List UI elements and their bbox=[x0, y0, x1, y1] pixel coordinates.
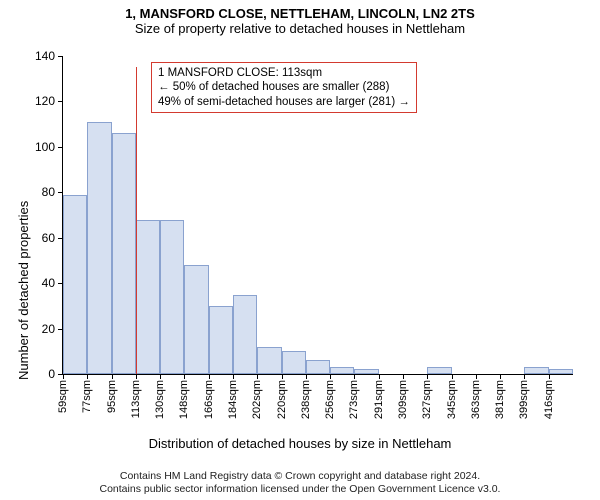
ytick-label: 120 bbox=[35, 94, 63, 108]
annotation-box: 1 MANSFORD CLOSE: 113sqm← 50% of detache… bbox=[151, 62, 417, 113]
histogram-bar bbox=[257, 347, 281, 374]
annotation-line: ← 50% of detached houses are smaller (28… bbox=[158, 80, 410, 94]
histogram-bar bbox=[160, 220, 184, 374]
histogram-bar bbox=[306, 360, 330, 374]
xtick-label: 256sqm bbox=[324, 374, 336, 419]
footer-line2: Contains public sector information licen… bbox=[100, 483, 501, 495]
marker-line bbox=[136, 67, 137, 374]
histogram-bar bbox=[209, 306, 233, 374]
xtick-label: 416sqm bbox=[543, 374, 555, 419]
histogram-bar bbox=[87, 122, 111, 374]
xtick-label: 399sqm bbox=[518, 374, 530, 419]
xtick-label: 202sqm bbox=[251, 374, 263, 419]
histogram-bar bbox=[330, 367, 354, 374]
xtick-label: 184sqm bbox=[227, 374, 239, 419]
histogram-bar bbox=[112, 133, 136, 374]
xtick-label: 273sqm bbox=[348, 374, 360, 419]
histogram-bar bbox=[524, 367, 548, 374]
ytick-label: 100 bbox=[35, 140, 63, 154]
annotation-line: 49% of semi-detached houses are larger (… bbox=[158, 95, 410, 109]
footer-line1: Contains HM Land Registry data © Crown c… bbox=[120, 470, 480, 482]
x-axis-label: Distribution of detached houses by size … bbox=[0, 436, 600, 451]
xtick-label: 130sqm bbox=[154, 374, 166, 419]
ytick-label: 80 bbox=[42, 185, 63, 199]
histogram-bar bbox=[233, 295, 257, 375]
xtick-label: 327sqm bbox=[421, 374, 433, 419]
histogram-bar bbox=[427, 367, 451, 374]
xtick-label: 238sqm bbox=[300, 374, 312, 419]
y-axis-label: Number of detached properties bbox=[16, 201, 31, 380]
xtick-label: 220sqm bbox=[276, 374, 288, 419]
histogram-bar bbox=[282, 351, 306, 374]
xtick-label: 113sqm bbox=[130, 374, 142, 418]
histogram-bar bbox=[136, 220, 160, 374]
page-subtitle: Size of property relative to detached ho… bbox=[0, 21, 600, 36]
xtick-label: 363sqm bbox=[470, 374, 482, 419]
xtick-label: 77sqm bbox=[81, 374, 93, 413]
xtick-label: 148sqm bbox=[178, 374, 190, 419]
chart-plot-area: 02040608010012014059sqm77sqm95sqm113sqm1… bbox=[62, 56, 573, 375]
xtick-label: 345sqm bbox=[446, 374, 458, 419]
ytick-label: 140 bbox=[35, 49, 63, 63]
ytick-label: 60 bbox=[42, 231, 63, 245]
ytick-label: 20 bbox=[42, 322, 63, 336]
page-title: 1, MANSFORD CLOSE, NETTLEHAM, LINCOLN, L… bbox=[0, 0, 600, 21]
ytick-label: 40 bbox=[42, 276, 63, 290]
xtick-label: 166sqm bbox=[203, 374, 215, 419]
xtick-label: 381sqm bbox=[494, 374, 506, 419]
xtick-label: 95sqm bbox=[106, 374, 118, 413]
histogram-bar bbox=[63, 195, 87, 374]
footer-attribution: Contains HM Land Registry data © Crown c… bbox=[0, 470, 600, 496]
xtick-label: 59sqm bbox=[57, 374, 69, 413]
annotation-line: 1 MANSFORD CLOSE: 113sqm bbox=[158, 66, 410, 80]
xtick-label: 309sqm bbox=[397, 374, 409, 419]
xtick-label: 291sqm bbox=[373, 374, 385, 419]
histogram-bar bbox=[184, 265, 208, 374]
